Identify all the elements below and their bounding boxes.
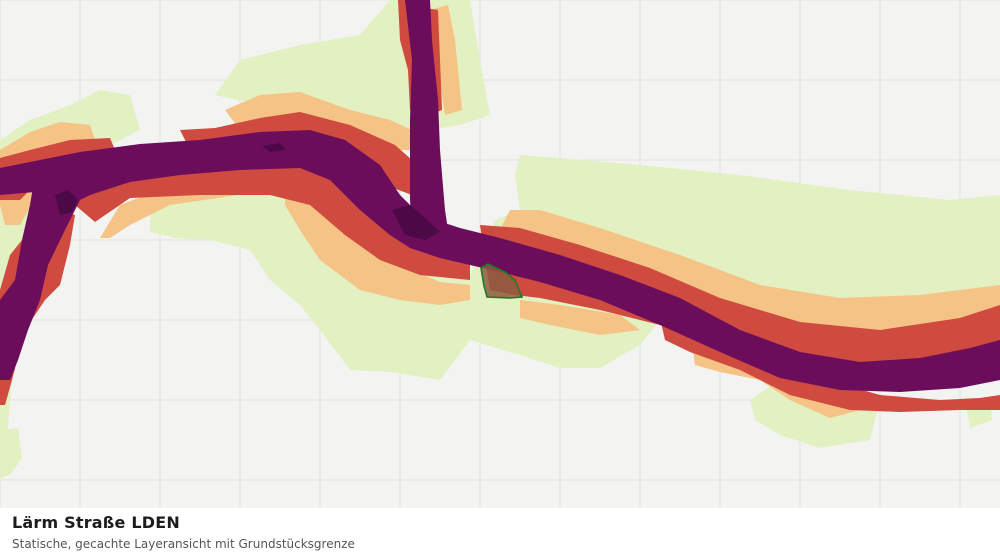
noise-zone-very-high-west-arm [0,168,80,380]
noise-zone-very-high-main [0,130,1000,392]
noise-zone-low-southwest [0,428,22,478]
map-subtitle: Statische, gecachte Layeransicht mit Gru… [12,537,355,551]
noise-zone-mid-south [520,300,640,335]
noise-zone-peak-north [262,143,286,152]
noise-zone-peak-junction [392,205,440,240]
noise-zone-very-high-north-arm [405,0,448,230]
parcel-boundary [480,263,524,299]
noise-zone-high-mid-band [75,165,470,280]
map-caption: Lärm Straße LDEN Statische, gecachte Lay… [0,508,1000,560]
map-title: Lärm Straße LDEN [12,513,180,532]
noise-map-canvas [0,0,1000,508]
noise-zone-peak-west [55,190,78,215]
noise-zone-mid-east-band [500,210,1000,362]
noise-map[interactable] [0,0,1000,508]
noise-zone-high-east-band [480,225,1000,385]
noise-zone-high-east-lower [660,318,1000,412]
noise-zone-peak [55,143,440,240]
noise-zone-mid-west-arm [100,182,238,238]
noise-zone-very-high [0,0,1000,392]
